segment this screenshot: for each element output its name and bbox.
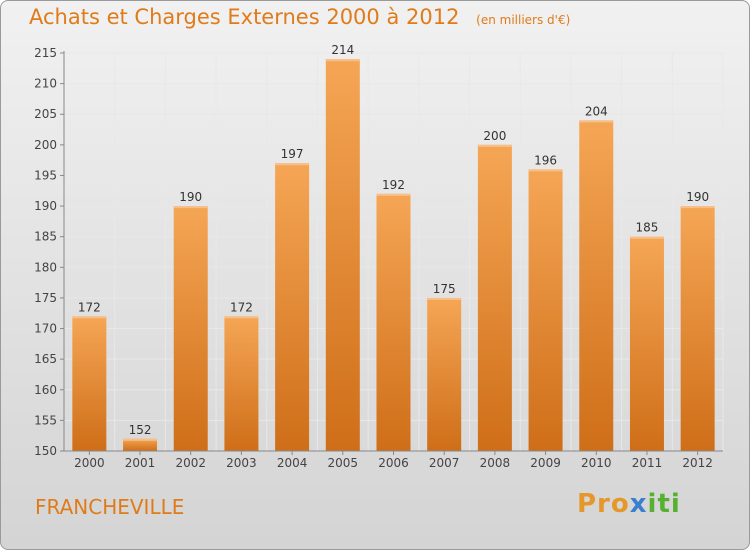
bar: [528, 169, 563, 452]
bar: [224, 316, 259, 451]
x-tick-label: 2011: [632, 456, 663, 470]
data-label: 200: [483, 129, 506, 143]
y-tick-label: 175: [34, 291, 57, 305]
bar-highlight: [579, 120, 614, 123]
x-tick-label: 2002: [175, 456, 206, 470]
y-tick-label: 195: [34, 168, 57, 182]
data-label: 152: [129, 423, 152, 437]
bar: [477, 144, 512, 451]
data-label: 204: [585, 104, 608, 118]
bar-highlight: [477, 144, 512, 147]
bar: [427, 297, 462, 451]
chart-subtitle: (en milliers d'€): [476, 13, 571, 27]
logo-part-3: iti: [647, 489, 681, 519]
data-label: 214: [331, 43, 354, 57]
y-tick-label: 165: [34, 352, 57, 366]
bar-highlight: [376, 193, 411, 196]
bar-highlight: [275, 163, 310, 166]
bar: [376, 193, 411, 452]
bar-highlight: [680, 206, 715, 209]
data-label: 185: [636, 221, 659, 235]
bar: [123, 438, 158, 451]
bar: [173, 206, 208, 451]
data-label: 190: [686, 190, 709, 204]
bar-highlight: [224, 316, 259, 319]
bar-highlight: [325, 59, 360, 62]
y-tick-label: 160: [34, 383, 57, 397]
bar-highlight: [72, 316, 107, 319]
logo-part-2: x: [629, 489, 648, 519]
y-tick-label: 170: [34, 322, 57, 336]
data-label: 190: [179, 190, 202, 204]
x-tick-label: 2012: [682, 456, 713, 470]
data-label: 172: [230, 300, 253, 314]
y-tick-label: 205: [34, 107, 57, 121]
data-label: 175: [433, 282, 456, 296]
data-label: 172: [78, 300, 101, 314]
y-tick-label: 210: [34, 77, 57, 91]
proxiti-logo[interactable]: Proxiti: [577, 489, 681, 519]
y-tick-label: 215: [34, 46, 57, 60]
x-tick-label: 2010: [581, 456, 612, 470]
y-tick-label: 190: [34, 199, 57, 213]
data-label: 197: [281, 147, 304, 161]
bar-highlight: [427, 297, 462, 300]
y-tick-label: 200: [34, 138, 57, 152]
x-axis: 2000 2001 2002 2003 2004 2005 2006 2007 2008 2009…: [64, 450, 723, 470]
x-tick-label: 2001: [125, 456, 156, 470]
x-tick-label: 2009: [530, 456, 561, 470]
bars: [72, 59, 715, 452]
y-tick-label: 155: [34, 413, 57, 427]
bar-highlight: [629, 236, 664, 239]
logo-part-1: Pro: [577, 489, 630, 519]
data-label: 196: [534, 153, 557, 167]
y-tick-label: 180: [34, 260, 57, 274]
bar-highlight: [173, 206, 208, 209]
bar-highlight: [528, 169, 563, 172]
bar: [325, 59, 360, 451]
bar: [680, 206, 715, 451]
x-tick-label: 2006: [378, 456, 409, 470]
city-name: FRANCHEVILLE: [35, 495, 185, 519]
bar-highlight: [123, 438, 158, 441]
x-tick-label: 2004: [277, 456, 308, 470]
data-label: 192: [382, 178, 405, 192]
data-labels: 172 152 190 172 197 214 192 175 200 196 204 185 190: [78, 43, 709, 437]
y-tick-label: 185: [34, 230, 57, 244]
bar: [72, 316, 107, 451]
x-tick-label: 2005: [328, 456, 359, 470]
y-axis: 150 155 160 165 170 175 180 185 190 195 200 205 210 2…: [34, 46, 65, 458]
bar: [629, 236, 664, 451]
y-tick-label: 150: [34, 444, 57, 458]
x-tick-label: 2008: [480, 456, 511, 470]
chart-title-block: Achats et Charges Externes 2000 à 2012 (…: [29, 5, 570, 29]
x-tick-label: 2003: [226, 456, 257, 470]
bar: [275, 163, 310, 451]
x-tick-label: 2000: [74, 456, 105, 470]
chart-title: Achats et Charges Externes 2000 à 2012: [29, 5, 460, 29]
bar: [579, 120, 614, 451]
x-tick-label: 2007: [429, 456, 460, 470]
